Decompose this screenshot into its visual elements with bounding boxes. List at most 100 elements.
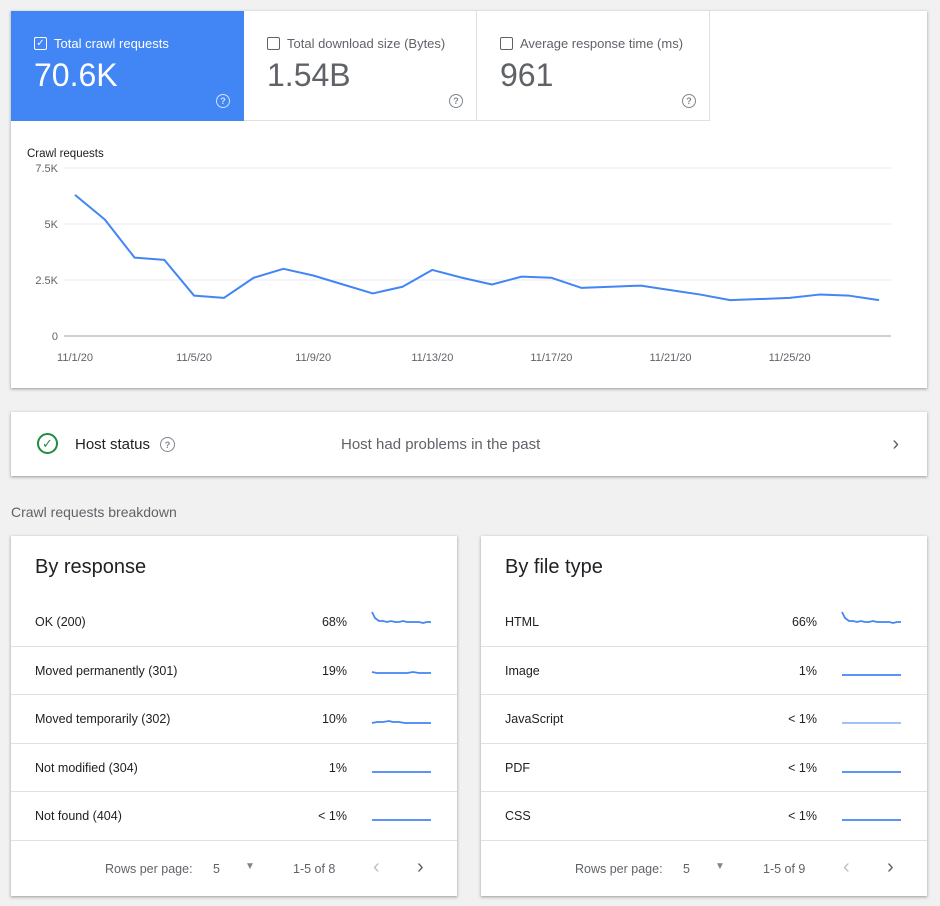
host-status-text: Host had problems in the past: [341, 436, 541, 453]
sparkline-path: [371, 720, 431, 724]
row-percentage: < 1%: [788, 760, 817, 775]
x-tick-label: 11/5/20: [176, 352, 212, 364]
row-percentage: < 1%: [318, 809, 347, 823]
sparkline: [371, 611, 431, 624]
table-row[interactable]: Moved permanently (301) 19%: [11, 647, 457, 695]
row-label: CSS: [505, 809, 531, 823]
chevron-right-icon[interactable]: ›: [892, 433, 899, 455]
metric-label: Total crawl requests: [54, 36, 169, 51]
x-tick-label: 11/1/20: [57, 352, 93, 364]
row-label: HTML: [505, 615, 540, 629]
crawl-stats-card: ✓ Total crawl requests 70.6K ? Total dow…: [11, 11, 927, 388]
row-label: PDF: [505, 760, 530, 775]
sparkline: [841, 611, 901, 624]
row-percentage: < 1%: [788, 809, 817, 823]
sparkline: [372, 770, 431, 773]
sparkline-path: [371, 670, 431, 674]
table-row[interactable]: CSS < 1%: [481, 792, 927, 841]
rows-per-page-select[interactable]: 5: [683, 862, 690, 876]
y-tick-label: 5K: [45, 219, 59, 231]
card-title: By file type: [505, 556, 603, 578]
x-tick-label: 11/17/20: [530, 352, 572, 364]
metric-value: 961: [500, 57, 554, 93]
row-label: OK (200): [35, 615, 86, 629]
y-tick-label: 2.5K: [35, 275, 58, 287]
metric-value: 70.6K: [34, 57, 118, 93]
table-row[interactable]: HTML 66%: [481, 598, 927, 647]
metric-total-crawl-requests[interactable]: ✓ Total crawl requests 70.6K ?: [11, 11, 244, 121]
sparkline: [842, 770, 901, 773]
card-title: By response: [35, 556, 147, 578]
table-row[interactable]: Moved temporarily (302) 10%: [11, 695, 457, 744]
sparkline: [371, 670, 431, 674]
rows-per-page-select[interactable]: 5: [213, 862, 220, 876]
checkbox-icon[interactable]: [500, 37, 513, 50]
y-tick-label: 7.5K: [35, 163, 58, 175]
row-label: Image: [505, 663, 540, 678]
x-tick-label: 11/9/20: [295, 352, 331, 364]
help-icon[interactable]: ?: [449, 94, 463, 108]
row-percentage: 19%: [321, 663, 347, 678]
row-percentage: < 1%: [788, 712, 817, 726]
sparkline: [371, 720, 431, 724]
pagination: Rows per page: 5 ▼ 1-5 of 9 ‹ ›: [481, 854, 927, 884]
chevron-left-icon[interactable]: ‹: [843, 856, 850, 878]
table-row[interactable]: Not found (404) < 1%: [11, 792, 457, 841]
checkbox-icon[interactable]: [267, 37, 280, 50]
check-circle-icon: ✓: [37, 433, 58, 454]
help-icon[interactable]: ?: [682, 94, 696, 108]
x-tick-label: 11/21/20: [650, 352, 692, 364]
breakdown-title: Crawl requests breakdown: [11, 504, 177, 520]
rows-per-page-label: Rows per page:: [575, 862, 663, 876]
rows-per-page-label: Rows per page:: [105, 862, 193, 876]
row-percentage: 10%: [321, 712, 347, 726]
x-tick-label: 11/13/20: [411, 352, 453, 364]
row-label: JavaScript: [505, 712, 564, 726]
chevron-right-icon[interactable]: ›: [887, 856, 894, 878]
table-row[interactable]: Image 1%: [481, 647, 927, 695]
row-percentage: 1%: [328, 760, 347, 775]
response-rows: OK (200) 68% Moved permanently (301) 19% Mov…: [11, 598, 457, 841]
metric-total-download-size[interactable]: Total download size (Bytes) 1.54B ?: [244, 11, 477, 121]
by-file-type-card: By file type HTML 66% Image 1% JavaScript < 1…: [481, 536, 927, 896]
sparkline: [842, 722, 901, 724]
page-range: 1-5 of 9: [763, 862, 806, 876]
metric-label: Total download size (Bytes): [287, 36, 446, 51]
crawl-requests-chart: Crawl requests 0 2.5K 5K 7.5K 11/1/20 11/5/20 1…: [27, 148, 891, 364]
metric-average-response-time[interactable]: Average response time (ms) 961 ?: [477, 11, 710, 121]
chevron-left-icon[interactable]: ‹: [373, 856, 380, 878]
row-label: Moved permanently (301): [35, 663, 178, 678]
table-row[interactable]: PDF < 1%: [481, 744, 927, 792]
file-type-rows: HTML 66% Image 1% JavaScript < 1% PDF < 1% CSS < …: [481, 598, 927, 841]
sparkline-path: [841, 611, 901, 624]
host-status-title: Host status: [75, 436, 151, 453]
table-row[interactable]: Not modified (304) 1%: [11, 744, 457, 792]
row-percentage: 66%: [791, 615, 817, 629]
help-icon[interactable]: ?: [216, 94, 230, 108]
checkbox-icon[interactable]: ✓: [34, 37, 47, 50]
sparkline-path: [371, 611, 431, 624]
y-tick-label: 0: [52, 331, 58, 343]
table-row[interactable]: JavaScript < 1%: [481, 695, 927, 744]
y-axis-label: Crawl requests: [27, 148, 104, 160]
table-row[interactable]: OK (200) 68%: [11, 598, 457, 647]
by-response-card: By response OK (200) 68% Moved permanently…: [11, 536, 457, 896]
series-line: [74, 194, 880, 302]
help-icon[interactable]: ?: [160, 437, 175, 452]
sparkline: [842, 673, 901, 676]
sparkline: [842, 819, 901, 821]
row-percentage: 1%: [798, 663, 817, 678]
chevron-right-icon[interactable]: ›: [417, 856, 424, 878]
row-label: Not modified (304): [35, 760, 138, 775]
caret-down-icon[interactable]: ▼: [245, 861, 255, 872]
row-label: Not found (404): [35, 809, 122, 823]
caret-down-icon[interactable]: ▼: [715, 861, 725, 872]
page-range: 1-5 of 8: [293, 862, 336, 876]
pagination: Rows per page: 5 ▼ 1-5 of 8 ‹ ›: [11, 854, 457, 884]
host-status-row[interactable]: ✓ Host status ? Host had problems in the…: [11, 412, 927, 476]
metric-value: 1.54B: [267, 57, 351, 93]
sparkline: [372, 819, 431, 821]
metric-label: Average response time (ms): [520, 36, 684, 51]
row-label: Moved temporarily (302): [35, 712, 171, 726]
x-tick-label: 11/25/20: [769, 352, 811, 364]
